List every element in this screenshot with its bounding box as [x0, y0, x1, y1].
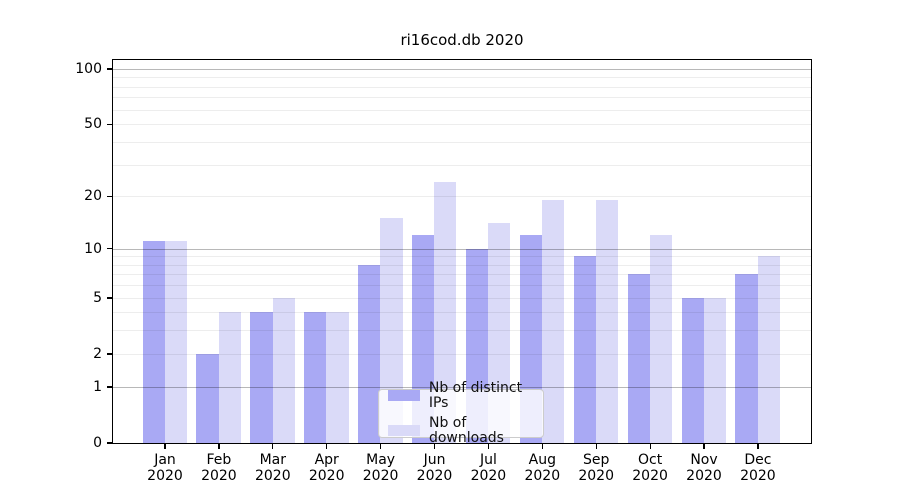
bar-distinct-ips-feb: [196, 353, 219, 443]
y-tick-label: 5: [93, 289, 102, 306]
y-tick-mark: [106, 248, 113, 250]
y-tick-label: 1: [93, 378, 102, 395]
bar-distinct-ips-mar: [250, 312, 273, 443]
legend-label-downloads: Nb of downloads: [428, 414, 504, 446]
bar-distinct-ips-dec: [735, 274, 758, 443]
x-tick-label-oct: Oct 2020: [632, 452, 668, 484]
y-tick-mark: [106, 297, 113, 299]
y-tick-mark: [106, 353, 113, 355]
bar-downloads-may: [380, 218, 403, 443]
bar-distinct-ips-may: [358, 264, 381, 443]
y-tick-label: 10: [84, 240, 102, 257]
bar-downloads-jul: [488, 223, 511, 443]
bar-downloads-feb: [218, 312, 241, 443]
y-tick-mark: [106, 68, 113, 70]
y-tick-label: 2: [93, 345, 102, 362]
bar-downloads-jun: [434, 182, 457, 443]
x-tick-label-aug: Aug 2020: [524, 452, 561, 484]
y-tick-label: 50: [84, 116, 102, 133]
y-tick-label: 0: [93, 435, 102, 451]
y-tick-mark: [106, 123, 113, 126]
x-tick-mark: [595, 444, 597, 449]
x-tick-mark: [380, 444, 382, 449]
x-tick-mark: [541, 444, 543, 449]
x-tick-mark: [218, 444, 220, 449]
x-tick-mark: [326, 444, 328, 449]
bar-distinct-ips-jan: [142, 241, 165, 443]
bar-distinct-ips-apr: [304, 312, 327, 443]
x-tick-mark: [757, 444, 759, 449]
x-tick-mark: [649, 444, 651, 449]
y-tick-mark: [106, 195, 113, 198]
bar-downloads-apr: [326, 312, 349, 443]
x-tick-label-may: May 2020: [362, 452, 399, 484]
x-tick-mark: [703, 444, 705, 449]
x-tick-label-dec: Dec 2020: [740, 452, 776, 484]
x-tick-mark: [164, 444, 166, 449]
bar-downloads-mar: [272, 297, 295, 443]
bar-distinct-ips-sep: [573, 256, 596, 443]
y-tick-mark: [106, 442, 113, 444]
x-tick-mark: [433, 444, 436, 449]
legend-item-distinct-ips: Nb of distinct IPs: [379, 379, 543, 411]
bar-distinct-ips-nov: [681, 297, 704, 443]
legend: Nb of distinct IPs Nb of downloads: [377, 380, 544, 445]
bar-downloads-dec: [757, 256, 780, 443]
legend-swatch-downloads-icon: [387, 425, 420, 437]
x-tick-mark: [487, 444, 490, 449]
x-tick-label-jun: Jun 2020: [416, 452, 453, 484]
bars-layer: [113, 60, 811, 443]
bar-downloads-jan: [164, 241, 187, 443]
bar-downloads-sep: [595, 200, 619, 443]
legend-item-downloads: Nb of downloads: [379, 414, 543, 446]
x-tick-mark: [272, 444, 274, 449]
bar-downloads-nov: [703, 297, 726, 443]
legend-label-distinct-ips: Nb of distinct IPs: [428, 379, 523, 411]
x-tick-label-nov: Nov 2020: [686, 452, 722, 484]
chart-title: ri16cod.db 2020: [400, 31, 524, 49]
x-tick-label-jul: Jul 2020: [470, 452, 507, 484]
x-tick-label-apr: Apr 2020: [308, 452, 345, 484]
y-tick-label: 20: [84, 188, 102, 205]
x-tick-label-jan: Jan 2020: [147, 452, 183, 484]
plot-area: Nb of distinct IPs Nb of downloads: [111, 58, 812, 445]
bar-downloads-aug: [542, 200, 565, 443]
x-tick-label-sep: Sep 2020: [578, 452, 614, 484]
legend-swatch-distinct-ips-icon: [387, 390, 420, 402]
y-tick-label: 100: [75, 61, 102, 78]
bar-downloads-oct: [649, 234, 673, 443]
x-tick-label-feb: Feb 2020: [201, 452, 237, 484]
bar-distinct-ips-oct: [627, 274, 650, 443]
x-tick-label-mar: Mar 2020: [254, 452, 291, 484]
y-tick-mark: [106, 386, 113, 388]
